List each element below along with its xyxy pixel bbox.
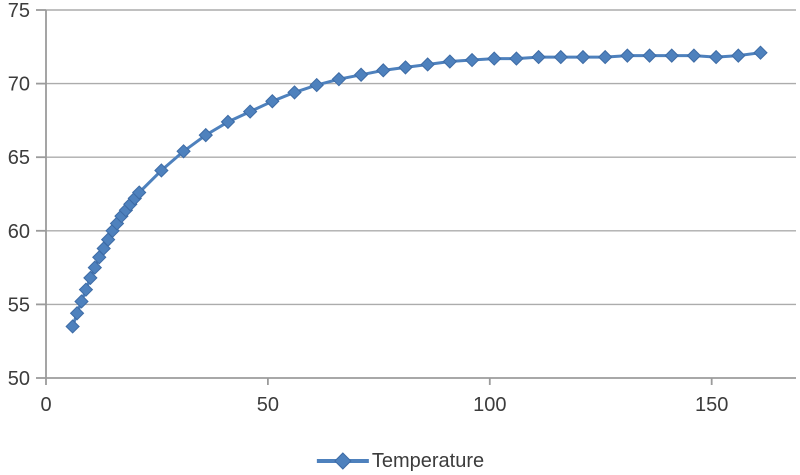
y-axis-tick-label: 75 [8,0,30,22]
data-point-diamond [220,114,236,130]
data-point-diamond [78,282,94,297]
data-point-diamond [287,85,302,100]
data-point-diamond [69,306,85,321]
data-point-diamond [575,49,591,65]
data-point-diamond [131,185,147,200]
data-point-diamond [487,51,502,66]
y-axis-tick-label: 60 [8,221,30,243]
data-point-diamond [198,127,213,143]
data-point-diamond [309,77,324,93]
data-point-diamond [87,260,103,275]
data-point-diamond [74,294,89,309]
data-point-diamond [176,144,191,159]
data-point-diamond [442,54,458,69]
data-point-diamond [597,49,613,65]
x-axis-tick-label: 50 [257,394,279,416]
data-point-diamond [65,319,80,334]
y-axis-tick-label: 55 [8,294,30,316]
legend-series-label: Temperature [371,450,485,472]
data-point-diamond [664,48,679,63]
data-point-diamond [686,48,702,63]
data-point-diamond [353,67,369,82]
x-axis-tick-label: 100 [473,394,506,416]
data-point-diamond [376,63,391,78]
data-point-diamond [553,49,569,65]
x-axis-tick-label: 0 [40,394,51,416]
chart-legend: Temperature [316,450,484,472]
y-axis-tick-label: 50 [8,368,30,390]
y-axis-tick-label: 70 [8,74,30,96]
data-point-diamond [83,270,98,286]
data-point-diamond [331,71,347,87]
data-point-diamond [509,51,524,66]
data-point-diamond [531,49,546,65]
data-point-diamond [642,48,657,63]
data-point-diamond [464,52,480,68]
legend-diamond-marker-icon [316,452,369,470]
data-point-diamond [398,60,413,75]
series-line [71,51,762,328]
y-axis-tick-label: 65 [8,147,30,169]
data-point-diamond [265,94,280,109]
data-point-diamond [620,48,635,63]
data-point-diamond [708,49,724,65]
data-point-diamond [242,104,258,119]
x-axis-tick-label: 150 [695,394,728,416]
data-point-diamond [731,48,746,63]
data-point-diamond [420,57,435,72]
data-point-diamond [154,163,169,178]
data-point-diamond [753,45,768,60]
